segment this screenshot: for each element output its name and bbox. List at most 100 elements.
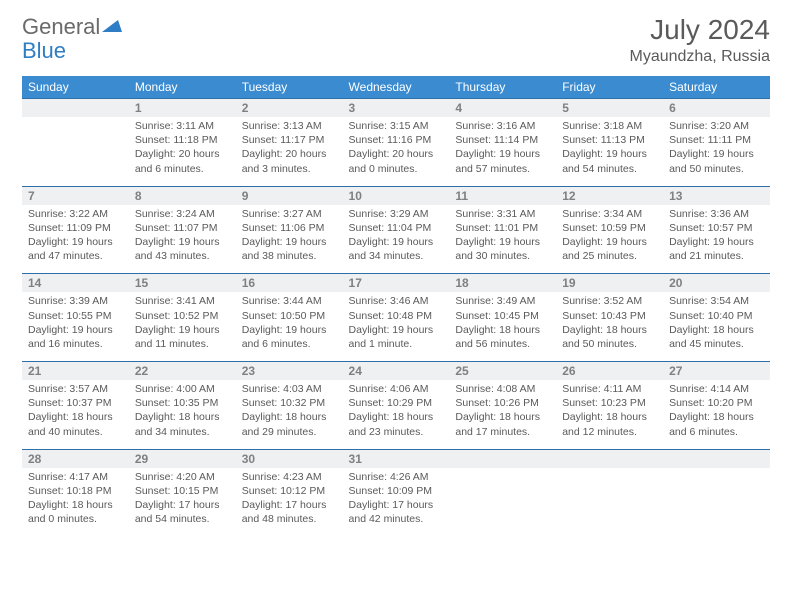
day-data-row: Sunrise: 3:11 AMSunset: 11:18 PM Daylight… <box>22 117 770 186</box>
day-number: 1 <box>129 99 236 118</box>
sunset-text: Sunset: 11:17 PM <box>242 133 337 147</box>
sunrise-text: Sunrise: 3:57 AM <box>28 382 123 396</box>
sunset-text: Sunset: 10:48 PM <box>349 309 444 323</box>
sunrise-text: Sunrise: 3:24 AM <box>135 207 230 221</box>
day-cell: Sunrise: 3:46 AMSunset: 10:48 PMDaylight… <box>343 292 450 361</box>
daylight-text: Daylight: 18 hours and 6 minutes. <box>669 410 764 438</box>
day-number: 3 <box>343 99 450 118</box>
day-cell: Sunrise: 3:24 AMSunset: 11:07 PMDaylight… <box>129 205 236 274</box>
day-number: 5 <box>556 99 663 118</box>
day-number: 9 <box>236 186 343 205</box>
day-number: 14 <box>22 274 129 293</box>
daylight-text: Daylight: 18 hours and 50 minutes. <box>562 323 657 351</box>
day-cell: Sunrise: 4:08 AMSunset: 10:26 PMDaylight… <box>449 380 556 449</box>
sunrise-text: Sunrise: 4:08 AM <box>455 382 550 396</box>
daylight-text: Daylight: 17 hours and 54 minutes. <box>135 498 230 526</box>
day-number: 15 <box>129 274 236 293</box>
sunset-text: Sunset: 11:13 PM <box>562 133 657 147</box>
weekday-thursday: Thursday <box>449 76 556 99</box>
sunrise-text: Sunrise: 3:36 AM <box>669 207 764 221</box>
sunset-text: Sunset: 11:07 PM <box>135 221 230 235</box>
sunrise-text: Sunrise: 4:06 AM <box>349 382 444 396</box>
day-number: 16 <box>236 274 343 293</box>
sunset-text: Sunset: 10:12 PM <box>242 484 337 498</box>
sunset-text: Sunset: 11:16 PM <box>349 133 444 147</box>
daylight-text: Daylight: 18 hours and 17 minutes. <box>455 410 550 438</box>
daynum-row: 21222324252627 <box>22 362 770 381</box>
day-number: 4 <box>449 99 556 118</box>
day-cell <box>556 468 663 537</box>
sunrise-text: Sunrise: 3:34 AM <box>562 207 657 221</box>
day-cell: Sunrise: 3:16 AMSunset: 11:14 PMDaylight… <box>449 117 556 186</box>
sunrise-text: Sunrise: 4:23 AM <box>242 470 337 484</box>
day-cell: Sunrise: 3:54 AMSunset: 10:40 PMDaylight… <box>663 292 770 361</box>
day-cell: Sunrise: 3:15 AMSunset: 11:16 PMDaylight… <box>343 117 450 186</box>
header: General July 2024 Myaundzha, Russia <box>22 14 770 66</box>
day-number: 18 <box>449 274 556 293</box>
day-cell: Sunrise: 3:11 AMSunset: 11:18 PMDaylight… <box>129 117 236 186</box>
day-data-row: Sunrise: 3:39 AMSunset: 10:55 PMDaylight… <box>22 292 770 361</box>
sunrise-text: Sunrise: 4:26 AM <box>349 470 444 484</box>
day-cell: Sunrise: 4:17 AMSunset: 10:18 PMDaylight… <box>22 468 129 537</box>
day-cell: Sunrise: 4:00 AMSunset: 10:35 PMDaylight… <box>129 380 236 449</box>
day-cell <box>22 117 129 186</box>
sunset-text: Sunset: 10:57 PM <box>669 221 764 235</box>
sunset-text: Sunset: 10:29 PM <box>349 396 444 410</box>
day-data-row: Sunrise: 4:17 AMSunset: 10:18 PMDaylight… <box>22 468 770 537</box>
sunset-text: Sunset: 10:09 PM <box>349 484 444 498</box>
daylight-text: Daylight: 18 hours and 45 minutes. <box>669 323 764 351</box>
day-cell: Sunrise: 3:36 AMSunset: 10:57 PMDaylight… <box>663 205 770 274</box>
month-title: July 2024 <box>629 14 770 46</box>
daylight-text: Daylight: 20 hours and 0 minutes. <box>349 147 444 175</box>
day-data-row: Sunrise: 3:57 AMSunset: 10:37 PM Daylight… <box>22 380 770 449</box>
day-cell: Sunrise: 3:41 AMSunset: 10:52 PMDaylight… <box>129 292 236 361</box>
logo: General <box>22 14 122 40</box>
daylight-text: Daylight: 19 hours and 11 minutes. <box>135 323 230 351</box>
daylight-text: Daylight: 19 hours and 47 minutes. <box>28 235 123 263</box>
sunrise-text: Sunrise: 3:16 AM <box>455 119 550 133</box>
daylight-text: Daylight: 19 hours and 1 minute. <box>349 323 444 351</box>
daylight-text: Daylight: 17 hours and 42 minutes. <box>349 498 444 526</box>
sunrise-text: Sunrise: 3:31 AM <box>455 207 550 221</box>
sunset-text: Sunset: 10:40 PM <box>669 309 764 323</box>
sunset-text: Sunset: 10:55 PM <box>28 309 123 323</box>
sunrise-text: Sunrise: 4:20 AM <box>135 470 230 484</box>
calendar-table: Sunday Monday Tuesday Wednesday Thursday… <box>22 76 770 536</box>
day-data-row: Sunrise: 3:22 AMSunset: 11:09 PMDaylight… <box>22 205 770 274</box>
daynum-row: 78910111213 <box>22 186 770 205</box>
daylight-text: Daylight: 17 hours and 48 minutes. <box>242 498 337 526</box>
sunrise-text: Sunrise: 3:13 AM <box>242 119 337 133</box>
sunrise-text: Sunrise: 3:46 AM <box>349 294 444 308</box>
sunset-text: Sunset: 10:37 PM <box>28 396 123 410</box>
sunset-text: Sunset: 10:26 PM <box>455 396 550 410</box>
day-number <box>663 449 770 468</box>
day-number: 12 <box>556 186 663 205</box>
day-number: 10 <box>343 186 450 205</box>
day-number: 2 <box>236 99 343 118</box>
sunset-text: Sunset: 11:18 PM <box>135 133 230 147</box>
daylight-text: Daylight: 19 hours and 50 minutes. <box>669 147 764 175</box>
sunset-text: Sunset: 10:20 PM <box>669 396 764 410</box>
sunrise-text: Sunrise: 4:00 AM <box>135 382 230 396</box>
day-cell: Sunrise: 3:49 AMSunset: 10:45 PMDaylight… <box>449 292 556 361</box>
daylight-text: Daylight: 20 hours and 3 minutes. <box>242 147 337 175</box>
weekday-monday: Monday <box>129 76 236 99</box>
sunrise-text: Sunrise: 3:20 AM <box>669 119 764 133</box>
daylight-text: Daylight: 18 hours and 34 minutes. <box>135 410 230 438</box>
day-cell <box>449 468 556 537</box>
day-cell: Sunrise: 4:20 AMSunset: 10:15 PMDaylight… <box>129 468 236 537</box>
sunrise-text: Sunrise: 3:11 AM <box>135 119 230 133</box>
daylight-text: Daylight: 19 hours and 21 minutes. <box>669 235 764 263</box>
sunrise-text: Sunrise: 3:41 AM <box>135 294 230 308</box>
day-cell: Sunrise: 3:52 AMSunset: 10:43 PMDaylight… <box>556 292 663 361</box>
sunset-text: Sunset: 10:45 PM <box>455 309 550 323</box>
daylight-text: Daylight: 18 hours and 23 minutes. <box>349 410 444 438</box>
sunrise-text: Sunrise: 3:15 AM <box>349 119 444 133</box>
day-cell <box>663 468 770 537</box>
day-cell: Sunrise: 4:14 AMSunset: 10:20 PMDaylight… <box>663 380 770 449</box>
daylight-text: Daylight: 19 hours and 34 minutes. <box>349 235 444 263</box>
location-label: Myaundzha, Russia <box>629 48 770 66</box>
weekday-tuesday: Tuesday <box>236 76 343 99</box>
sunrise-text: Sunrise: 4:17 AM <box>28 470 123 484</box>
sunset-text: Sunset: 10:15 PM <box>135 484 230 498</box>
